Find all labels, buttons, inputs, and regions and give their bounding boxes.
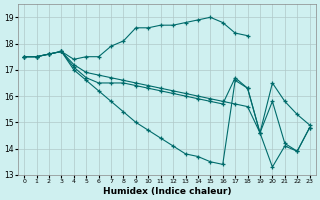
X-axis label: Humidex (Indice chaleur): Humidex (Indice chaleur) <box>103 187 231 196</box>
